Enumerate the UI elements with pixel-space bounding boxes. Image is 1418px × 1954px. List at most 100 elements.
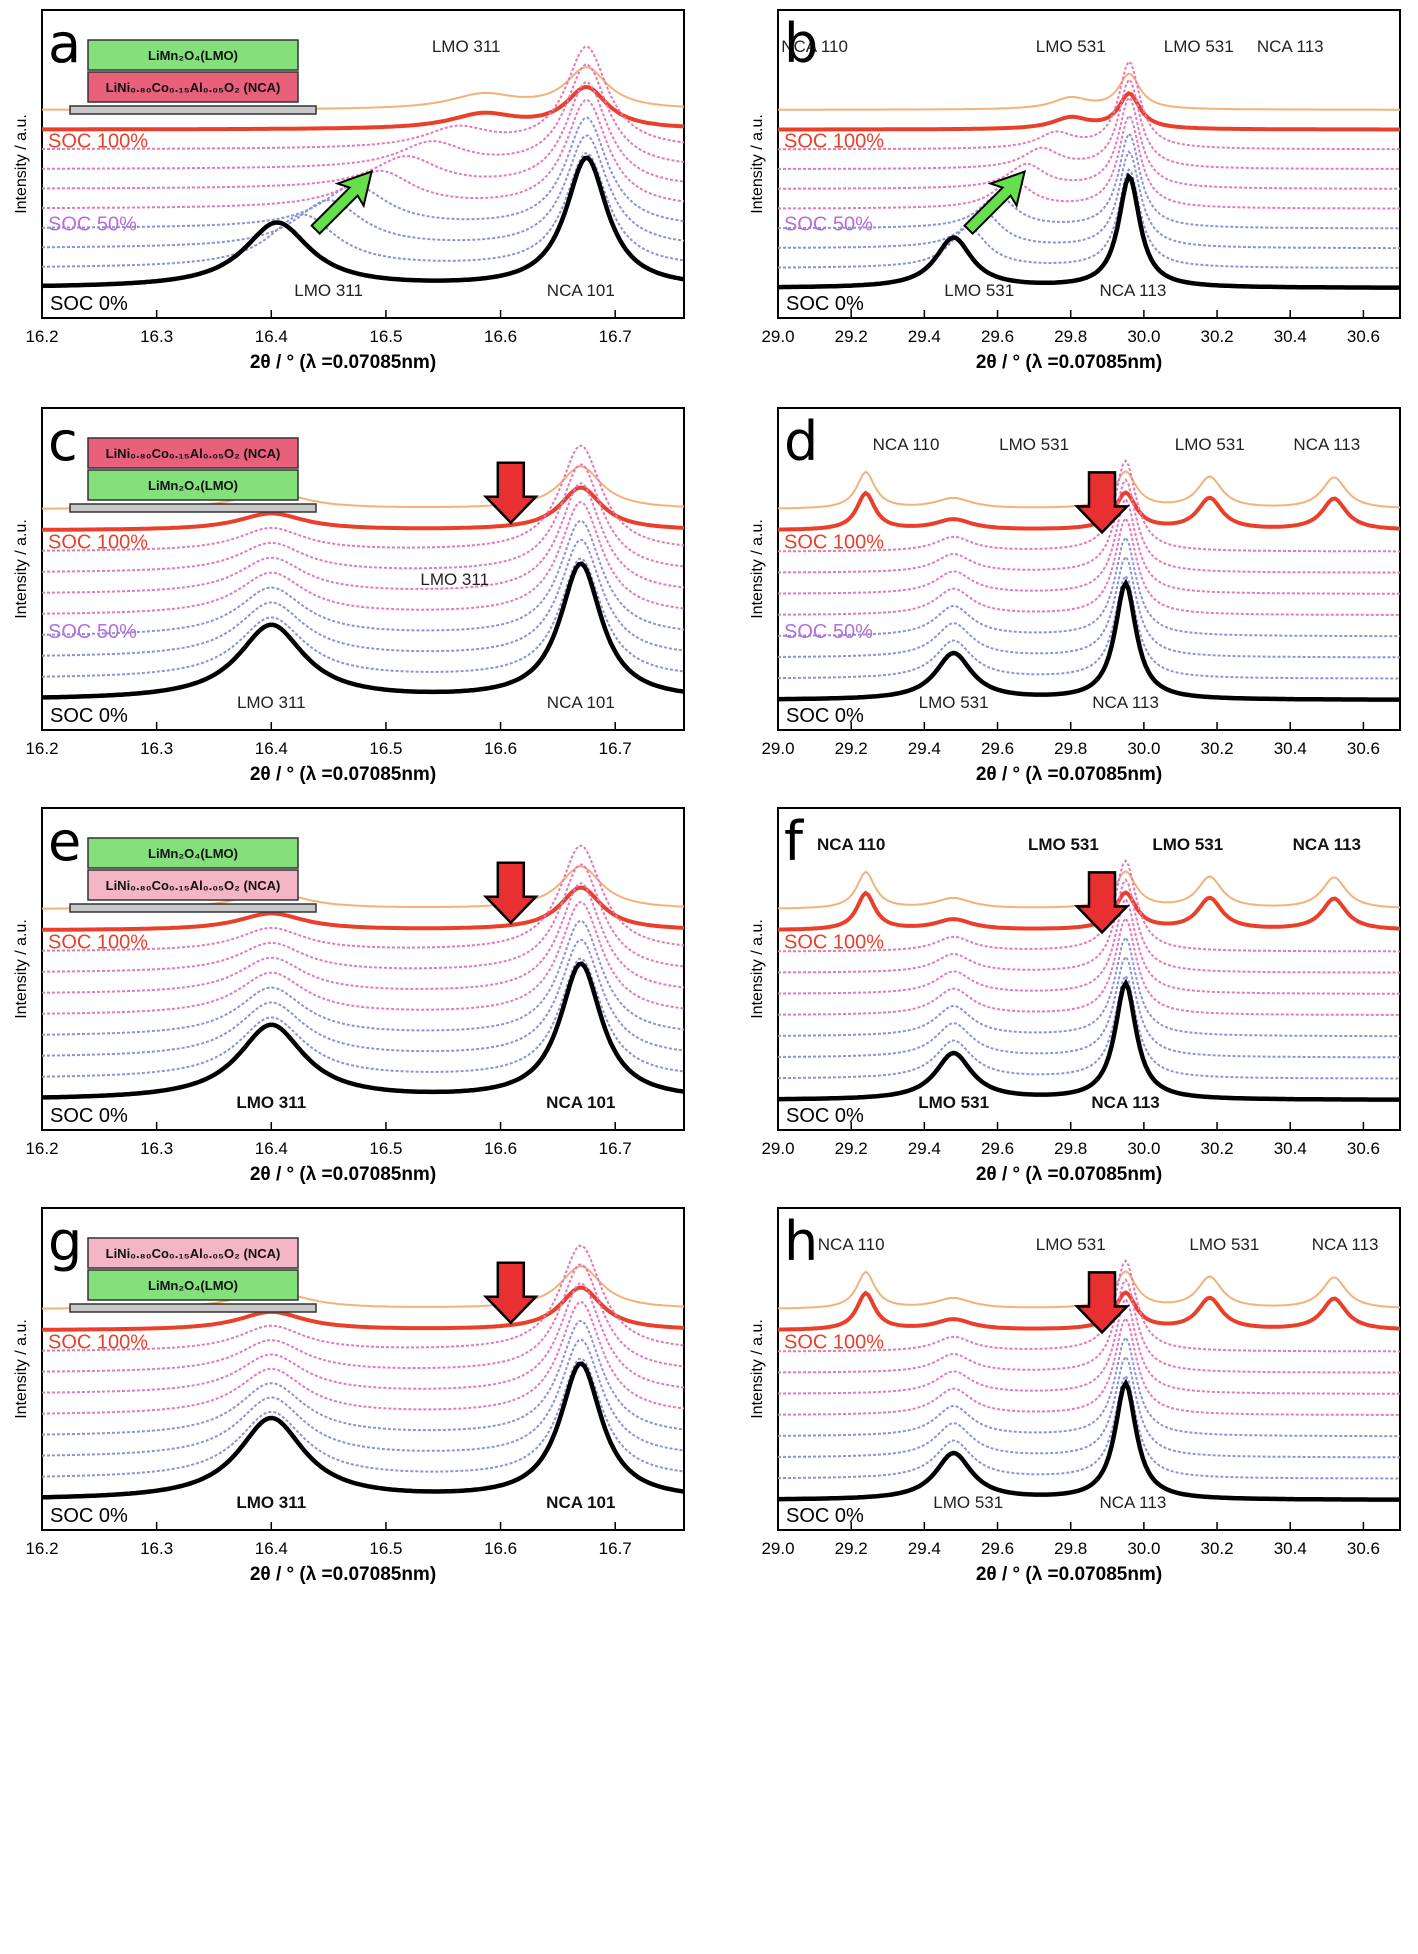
lmo-layer: [87, 39, 299, 71]
y-axis-label: Intensity / a.u.: [749, 919, 766, 1019]
soc0-label: SOC 0%: [786, 1105, 864, 1127]
soc-curve: [778, 1373, 1400, 1480]
soc-curve: [778, 478, 1401, 574]
peak-annotation: LMO 531: [918, 1093, 989, 1112]
green-arrow-icon: [963, 170, 1026, 236]
x-axis-label: 2θ / ° (λ =0.07085nm): [976, 1564, 1162, 1585]
soc-curve: [41, 134, 685, 249]
nca-layer-label: LiNi₀.₈₀Co₀.₁₅Al₀.₀₅O₂ (NCA): [106, 446, 281, 461]
soc-curve: [42, 957, 685, 1078]
panel-letter: e: [48, 810, 81, 873]
x-tick-label: 30.4: [1274, 327, 1307, 346]
lmo-layer: [87, 1269, 299, 1301]
peak-annotation: LMO 531: [1036, 37, 1106, 56]
x-tick-label: 29.8: [1054, 327, 1087, 346]
soc-curve: [778, 1335, 1400, 1438]
x-tick-label: 16.2: [25, 1539, 58, 1558]
x-tick-label: 29.4: [908, 327, 941, 346]
soc100-label: SOC 100%: [48, 131, 148, 153]
plot-frame: [777, 807, 1401, 1131]
soc-curve: [778, 72, 1400, 111]
x-tick-label: 29.2: [835, 1539, 868, 1558]
panel-letter: b: [784, 12, 818, 75]
peak-annotation: NCA 113: [1100, 1493, 1167, 1512]
peak-annotation: LMO 311: [294, 281, 363, 300]
x-tick-label: 16.7: [599, 327, 632, 346]
x-tick-label: 30.0: [1127, 1139, 1160, 1158]
soc-curve: [42, 1282, 685, 1394]
x-axis-label: 2θ / ° (λ =0.07085nm): [976, 1164, 1162, 1185]
x-tick-label: 29.4: [908, 739, 941, 758]
soc-curve: [42, 1263, 685, 1373]
plot-frame: [41, 807, 685, 1131]
peak-annotation: NCA 101: [547, 281, 615, 300]
soc-curve: [778, 1297, 1400, 1395]
soc-curve: [778, 1354, 1400, 1459]
substrate-bar: [69, 1303, 317, 1313]
x-tick-label: 29.2: [835, 327, 868, 346]
x-tick-label: 30.0: [1127, 327, 1160, 346]
soc50-label: SOC 50%: [784, 214, 873, 236]
soc-curve: [42, 463, 685, 573]
nca-layer-label: LiNi₀.₈₀Co₀.₁₅Al₀.₀₅O₂ (NCA): [106, 80, 281, 95]
x-tick-label: 29.2: [835, 739, 868, 758]
x-tick-label: 16.2: [25, 327, 58, 346]
plot-frame: [41, 1207, 685, 1531]
soc-curve: [778, 978, 1400, 1102]
soc-curve: [42, 863, 685, 973]
soc-curve: [778, 935, 1400, 1038]
soc-curve: [42, 882, 685, 994]
peak-annotation: NCA 113: [1293, 835, 1361, 854]
soc-curve: [777, 132, 1400, 230]
soc0-label: SOC 0%: [786, 1505, 864, 1527]
peak-annotation: NCA 113: [1257, 37, 1324, 56]
plot-frame: [777, 1207, 1401, 1531]
soc-curve: [41, 561, 685, 700]
plot-frame: [777, 407, 1401, 731]
peak-annotation: LMO 531: [1164, 37, 1234, 56]
x-tick-label: 29.4: [908, 1539, 941, 1558]
soc-curve: [42, 85, 685, 132]
panel-e: 16.2 16.3 16.4 16.5 16.6 16.7 2θ / ° (λ =0.070…: [13, 807, 685, 1185]
x-tick-label: 16.3: [140, 327, 173, 346]
soc-curve: [777, 459, 1400, 553]
x-tick-label: 16.6: [484, 1539, 517, 1558]
soc-curve: [778, 573, 1400, 680]
soc-curve: [41, 155, 685, 289]
soc-curve: [778, 578, 1400, 702]
x-tick-label: 29.8: [1054, 1539, 1087, 1558]
nca-layer-label: LiNi₀.₈₀Co₀.₁₅Al₀.₀₅O₂ (NCA): [106, 878, 281, 893]
peak-annotation: NCA 101: [547, 693, 615, 712]
soc100-label: SOC 100%: [48, 531, 148, 553]
soc50-label: SOC 50%: [784, 621, 873, 643]
peak-annotation: NCA 113: [1293, 435, 1360, 454]
x-tick-label: 30.2: [1201, 1539, 1234, 1558]
soc-curve: [777, 890, 1401, 932]
soc-curve: [42, 938, 685, 1057]
soc-curve: [42, 482, 685, 594]
x-tick-label: 30.6: [1347, 739, 1380, 758]
soc-curve: [41, 961, 685, 1100]
lmo-layer-label: LiMn₂O₄(LMO): [148, 1278, 238, 1293]
soc-curve: [42, 844, 685, 952]
x-tick-label: 16.2: [25, 1139, 58, 1158]
x-tick-label: 30.0: [1127, 1539, 1160, 1558]
soc-curve: [42, 444, 685, 552]
y-axis-label: Intensity / a.u.: [13, 919, 30, 1019]
soc-curve: [778, 168, 1400, 269]
soc-curve: [778, 497, 1400, 595]
y-axis-label: Intensity / a.u.: [13, 519, 30, 619]
soc-curve: [777, 859, 1400, 953]
peak-annotation: LMO 531: [999, 435, 1069, 454]
x-tick-label: 16.7: [599, 739, 632, 758]
x-tick-label: 16.3: [140, 1139, 173, 1158]
soc-curve: [778, 1316, 1400, 1416]
soc-curve: [42, 519, 685, 636]
lmo-layer: [87, 837, 299, 869]
soc100-label: SOC 100%: [784, 931, 884, 953]
soc-curve: [778, 91, 1400, 132]
peak-annotation: NCA 110: [873, 435, 940, 454]
peak-annotation: NCA 101: [546, 1493, 615, 1512]
peak-annotation: LMO 311: [236, 1493, 306, 1512]
nca-layer: [87, 71, 299, 103]
